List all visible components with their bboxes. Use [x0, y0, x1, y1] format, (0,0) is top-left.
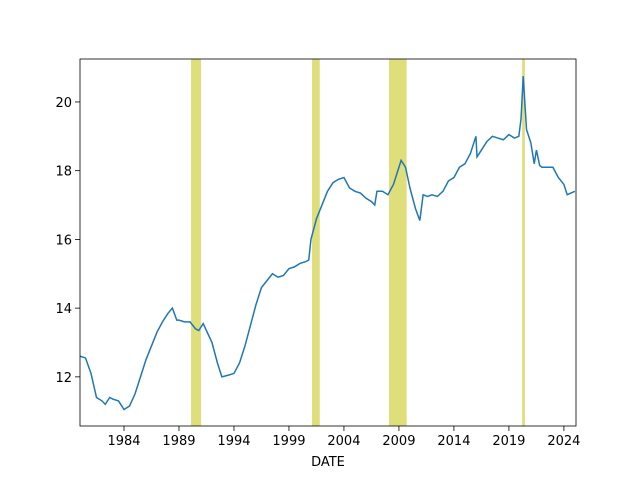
- axes-frame: [79, 58, 577, 427]
- x-tick-label: 1999: [272, 434, 305, 449]
- recession-span: [389, 59, 407, 426]
- recession-span: [191, 59, 201, 426]
- x-tick-label: 2004: [327, 434, 360, 449]
- data-line: [80, 76, 576, 411]
- x-tick-label: 2019: [492, 434, 525, 449]
- y-tick-label: 14: [55, 302, 72, 317]
- x-tick-label: 2014: [437, 434, 470, 449]
- x-tick-label: 1989: [162, 434, 195, 449]
- y-tick-label: 12: [55, 371, 72, 386]
- y-tick-label: 18: [55, 165, 72, 180]
- x-tick-label: 2024: [547, 434, 580, 449]
- y-tick-label: 16: [55, 233, 72, 248]
- x-axis-label: DATE: [311, 455, 345, 470]
- y-tick-label: 20: [55, 96, 72, 111]
- recession-span: [522, 59, 525, 426]
- recession-span: [312, 59, 320, 426]
- x-tick-label: 2009: [382, 434, 415, 449]
- x-tick-label: 1984: [107, 434, 140, 449]
- x-tick-label: 1994: [217, 434, 250, 449]
